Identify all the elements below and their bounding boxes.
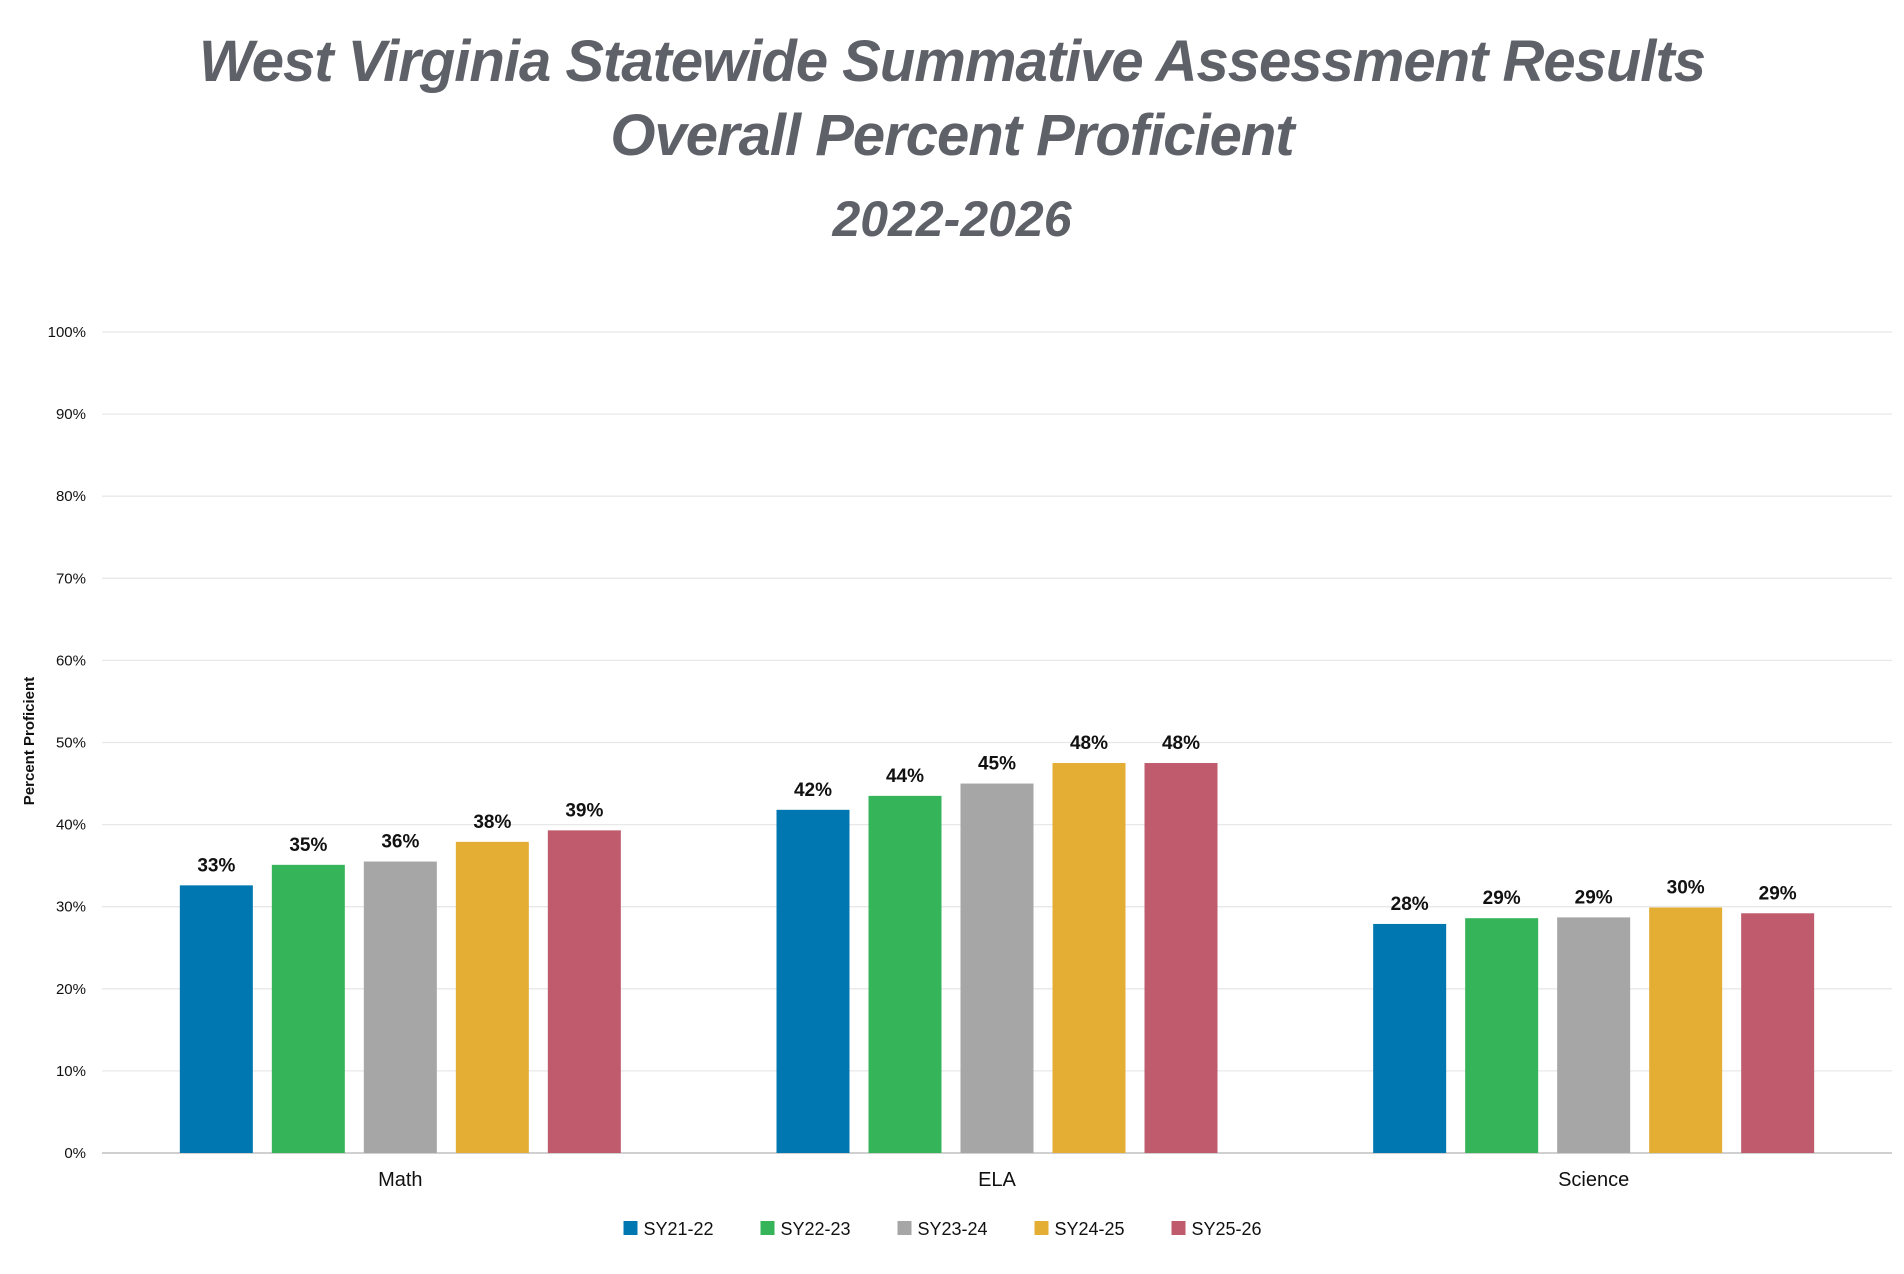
y-tick-label: 90% xyxy=(56,406,86,423)
legend-swatch xyxy=(623,1221,638,1235)
legend-entry: SY21-22 xyxy=(644,1219,714,1239)
legend-entry: SY22-23 xyxy=(781,1219,851,1239)
x-axis-categories: Math ELA Science xyxy=(378,1169,1629,1191)
bar-science-sy22-23 xyxy=(1465,918,1539,1153)
legend: SY21-22 SY22-23 SY23-24 SY24-25 SY25-26 xyxy=(623,1219,1262,1239)
bar-science-sy21-22 xyxy=(1373,923,1447,1153)
data-label: 38% xyxy=(473,812,511,833)
data-labels: 33% 35% 36% 38% 39% 42% 44% 45% 48% 48% 28% 29% 29% 3… xyxy=(197,733,1796,915)
chart-year-range: 2022-2026 xyxy=(832,191,1072,247)
bar-math-sy24-25 xyxy=(455,841,529,1153)
y-tick-label: 80% xyxy=(56,488,86,505)
x-category-label: ELA xyxy=(978,1169,1016,1191)
bar-math-sy25-26 xyxy=(547,830,621,1153)
data-label: 30% xyxy=(1667,878,1705,899)
bar-science-sy23-24 xyxy=(1557,917,1631,1153)
chart-subtitle: Overall Percent Proficient xyxy=(610,103,1294,168)
data-label: 29% xyxy=(1759,883,1797,904)
data-label: 33% xyxy=(197,855,235,876)
data-label: 29% xyxy=(1575,887,1613,908)
bar-ela-sy25-26 xyxy=(1144,763,1218,1153)
y-tick-label: 70% xyxy=(56,570,86,587)
x-category-label: Math xyxy=(378,1169,422,1191)
data-label: 36% xyxy=(381,832,419,853)
bars xyxy=(179,763,1815,1153)
y-tick-label: 40% xyxy=(56,817,86,834)
legend-entry: SY25-26 xyxy=(1192,1219,1262,1239)
y-tick-label: 20% xyxy=(56,981,86,998)
data-label: 28% xyxy=(1391,894,1429,915)
legend-swatch xyxy=(1171,1221,1186,1235)
y-tick-label: 10% xyxy=(56,1063,86,1080)
bar-science-sy24-25 xyxy=(1649,907,1723,1153)
bar-math-sy21-22 xyxy=(179,885,253,1153)
y-axis-label: Percent Proficient xyxy=(21,677,38,805)
data-label: 42% xyxy=(794,780,832,801)
legend-entry: SY23-24 xyxy=(918,1219,988,1239)
data-label: 48% xyxy=(1162,733,1200,754)
y-tick-label: 60% xyxy=(56,652,86,669)
legend-entry: SY24-25 xyxy=(1055,1219,1125,1239)
data-label: 29% xyxy=(1483,888,1521,909)
x-category-label: Science xyxy=(1558,1169,1629,1191)
y-tick-label: 100% xyxy=(48,324,86,341)
bar-math-sy22-23 xyxy=(271,864,345,1153)
bar-ela-sy22-23 xyxy=(868,795,942,1153)
bar-science-sy25-26 xyxy=(1741,913,1815,1153)
y-tick-label: 50% xyxy=(56,735,86,752)
data-label: 44% xyxy=(886,766,924,787)
legend-swatch xyxy=(1034,1221,1049,1235)
bar-math-sy23-24 xyxy=(363,861,437,1153)
bar-ela-sy23-24 xyxy=(960,783,1034,1153)
data-label: 39% xyxy=(565,800,603,821)
y-tick-label: 0% xyxy=(64,1145,86,1162)
legend-swatch xyxy=(760,1221,775,1235)
bar-ela-sy21-22 xyxy=(776,809,850,1153)
bar-ela-sy24-25 xyxy=(1052,763,1126,1153)
y-axis-ticks: 0% 10% 20% 30% 40% 50% 60% 70% 80% 90% 100% xyxy=(48,324,86,1162)
legend-swatch xyxy=(897,1221,912,1235)
data-label: 35% xyxy=(289,835,327,856)
y-tick-label: 30% xyxy=(56,899,86,916)
chart-title: West Virginia Statewide Summative Assess… xyxy=(199,29,1706,94)
data-label: 48% xyxy=(1070,733,1108,754)
data-label: 45% xyxy=(978,754,1016,775)
